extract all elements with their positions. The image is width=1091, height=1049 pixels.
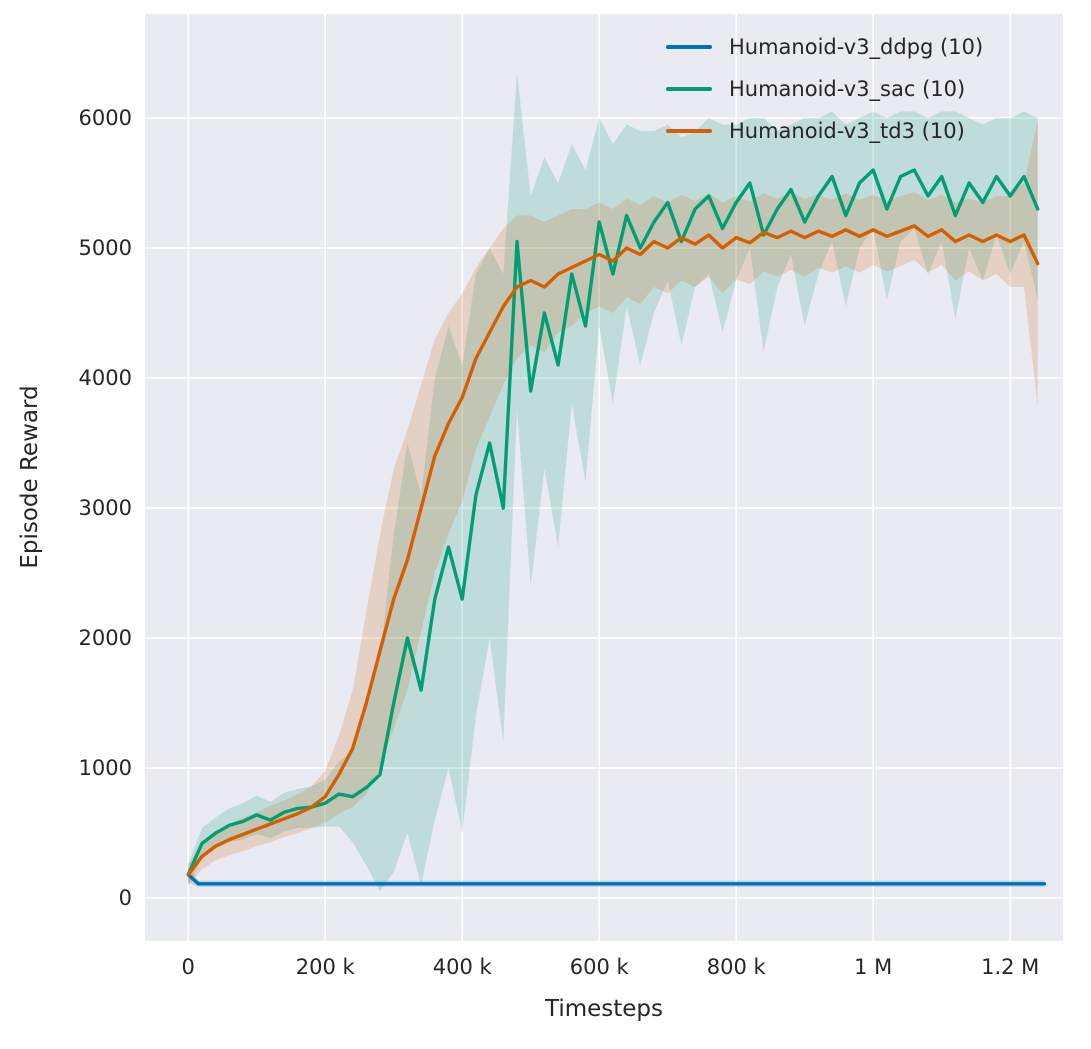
y-tick-label: 1000 (78, 756, 132, 781)
confidence-band (188, 866, 1045, 887)
series-line (186, 168, 1040, 877)
confidence-band (188, 72, 1038, 892)
x-tick-label: 400 k (432, 955, 492, 979)
legend-item-td3: Humanoid-v3_td3 (10) (666, 110, 983, 152)
legend-label-sac: Humanoid-v3_sac (10) (729, 77, 966, 101)
x-tick-label: 800 k (706, 955, 766, 979)
x-axis-label: Timesteps (544, 996, 664, 1022)
x-tick-label: 0 (181, 955, 195, 979)
legend-label-td3: Humanoid-v3_td3 (10) (729, 119, 965, 143)
legend-item-ddpg: Humanoid-v3_ddpg (10) (666, 26, 983, 68)
y-axis-label: Episode Reward (17, 385, 43, 569)
x-tick-label: 200 k (295, 955, 355, 979)
y-tick-label: 4000 (78, 366, 132, 390)
series-line (186, 873, 1047, 886)
legend-swatch-ddpg (666, 44, 712, 50)
y-tick-label: 0 (118, 886, 132, 911)
y-tick-label: 6000 (78, 106, 132, 130)
x-tick-label: 1.2 M (981, 955, 1040, 979)
plot-background (145, 14, 1063, 941)
legend: Humanoid-v3_ddpg (10) Humanoid-v3_sac (1… (666, 26, 983, 152)
y-tick-label: 3000 (78, 496, 132, 521)
series-line (186, 224, 1040, 877)
legend-label-ddpg: Humanoid-v3_ddpg (10) (729, 35, 984, 59)
legend-swatch-sac (666, 86, 712, 92)
y-tick-label: 2000 (78, 626, 132, 651)
y-tick-label: 5000 (78, 236, 132, 260)
legend-item-sac: Humanoid-v3_sac (10) (666, 68, 983, 110)
legend-swatch-td3 (666, 128, 712, 134)
confidence-band (188, 120, 1038, 886)
x-tick-label: 600 k (569, 955, 629, 979)
x-tick-label: 1 M (854, 955, 893, 979)
